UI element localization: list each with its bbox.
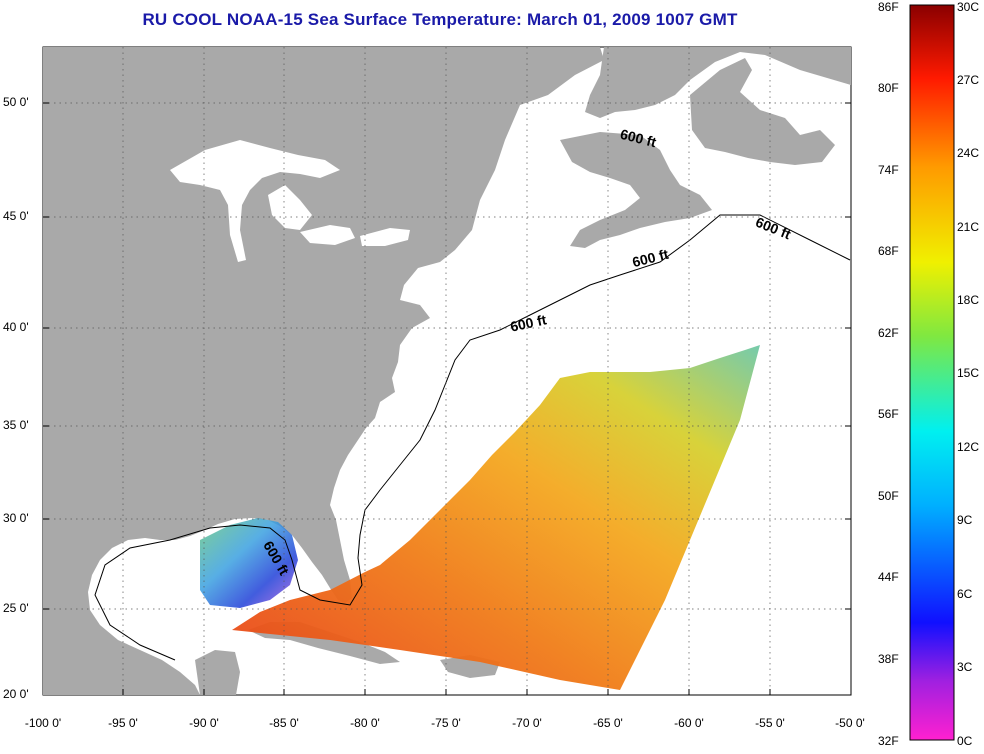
lat-tick-25: 25 0' [3,601,29,615]
great-lakes [170,140,410,262]
colorbar-c-label: 18C [957,293,980,307]
colorbar-f-label: 68F [878,244,899,258]
lon-tick-75: -75 0' [431,716,461,730]
gulf-sst-patch [200,518,298,608]
lon-tick-85: -85 0' [269,716,299,730]
colorbar-c-label: 12C [957,440,980,454]
colorbar-f-label: 44F [878,570,899,584]
lon-tick-55: -55 0' [755,716,785,730]
colorbar-f-label: 38F [878,652,899,666]
colorbar-c-label: 15C [957,366,980,380]
map-title: RU COOL NOAA-15 Sea Surface Temperature:… [142,10,738,29]
lon-tick-95: -95 0' [108,716,138,730]
colorbar-f-label: 32F [878,734,899,748]
lat-tick-35: 35 0' [3,418,29,432]
colorbar-c-label: 9C [957,513,973,527]
lat-tick-40: 40 0' [3,320,29,334]
colorbar-f-label: 86F [878,0,899,14]
lat-tick-20: 20 0' [3,687,29,701]
colorbar-c-label: 0C [957,734,973,748]
colorbar-f-label: 50F [878,489,899,503]
yucatan-land [195,650,240,695]
colorbar-f-label: 56F [878,407,899,421]
colorbar [909,4,955,741]
colorbar-c-label: 3C [957,660,973,674]
colorbar-f-label: 74F [878,163,899,177]
sst-swath [232,345,760,690]
lon-tick-90: -90 0' [189,716,219,730]
lon-tick-100: -100 0' [24,716,62,730]
maritimes-land [560,132,712,248]
lon-tick-70: -70 0' [512,716,542,730]
colorbar-c-label: 24C [957,146,980,160]
lat-tick-30: 30 0' [3,511,29,525]
lon-tick-80: -80 0' [350,716,380,730]
newfoundland-land [690,58,835,165]
colorbar-c-label: 6C [957,587,973,601]
north-america-land [43,47,604,695]
grid-lines [43,47,851,695]
lat-tick-45: 45 0' [3,209,29,223]
colorbar-c-label: 30C [957,0,980,14]
labrador-land [585,47,851,118]
colorbar-c-label: 21C [957,220,980,234]
colorbar-c-label: 27C [957,73,980,87]
colorbar-f-label: 62F [878,326,899,340]
lon-tick-65: -65 0' [593,716,623,730]
lat-tick-50: 50 0' [3,95,29,109]
colorbar-f-label: 80F [878,81,899,95]
lon-tick-50: -50 0' [835,716,865,730]
lon-tick-60: -60 0' [674,716,704,730]
axis-ticks [43,102,851,695]
